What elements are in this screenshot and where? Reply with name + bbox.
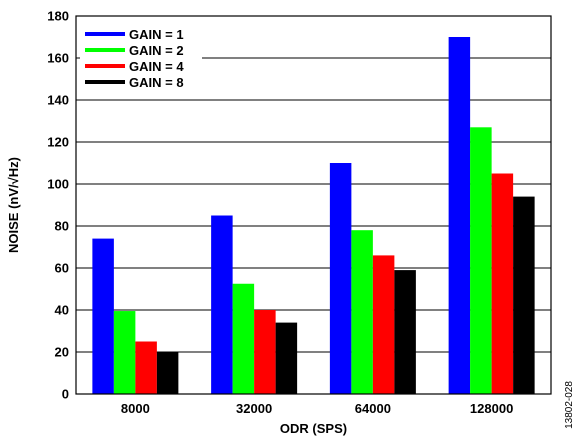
y-tick-label: 60 <box>55 261 69 276</box>
y-tick-label: 120 <box>47 135 69 150</box>
bar <box>470 127 492 395</box>
legend-label: GAIN = 8 <box>129 75 184 90</box>
x-tick-label: 128000 <box>470 401 513 416</box>
y-tick-label: 140 <box>47 93 69 108</box>
legend-label: GAIN = 1 <box>129 27 184 42</box>
x-tick-label: 8000 <box>121 401 150 416</box>
legend-label: GAIN = 2 <box>129 43 184 58</box>
bar <box>156 352 179 394</box>
y-tick-label: 40 <box>55 303 69 318</box>
y-tick-label: 180 <box>47 9 69 24</box>
bar <box>254 310 276 394</box>
bar <box>513 196 535 394</box>
bar <box>394 270 416 394</box>
bar <box>113 311 136 394</box>
y-tick-label: 20 <box>55 345 69 360</box>
y-tick-label: 0 <box>62 387 69 402</box>
figure-id: 13802-028 <box>564 381 575 429</box>
bar <box>351 230 373 394</box>
bar <box>92 238 114 394</box>
y-axis-title: NOISE (nV/√Hz) <box>6 157 21 253</box>
y-tick-label: 80 <box>55 219 69 234</box>
bar <box>372 255 395 394</box>
bar <box>211 215 233 394</box>
x-axis-title: ODR (SPS) <box>280 421 347 436</box>
x-axis-ticks: 8000 32000 64000 128000 <box>121 401 513 416</box>
grid-lines <box>76 57 551 353</box>
x-tick-label: 32000 <box>236 401 272 416</box>
legend-label: GAIN = 4 <box>129 59 184 74</box>
bar <box>232 283 255 394</box>
y-tick-label: 160 <box>47 51 69 66</box>
bar <box>275 322 298 394</box>
bar <box>491 173 514 394</box>
x-tick-label: 64000 <box>355 401 391 416</box>
y-axis-ticks: 0 20 40 60 80 100 120 140 160 180 <box>47 9 69 402</box>
bar <box>135 341 157 394</box>
plot-frame <box>75 15 552 395</box>
y-tick-label: 100 <box>47 177 69 192</box>
bar <box>329 163 352 394</box>
bar <box>448 37 471 394</box>
bars <box>92 37 535 395</box>
